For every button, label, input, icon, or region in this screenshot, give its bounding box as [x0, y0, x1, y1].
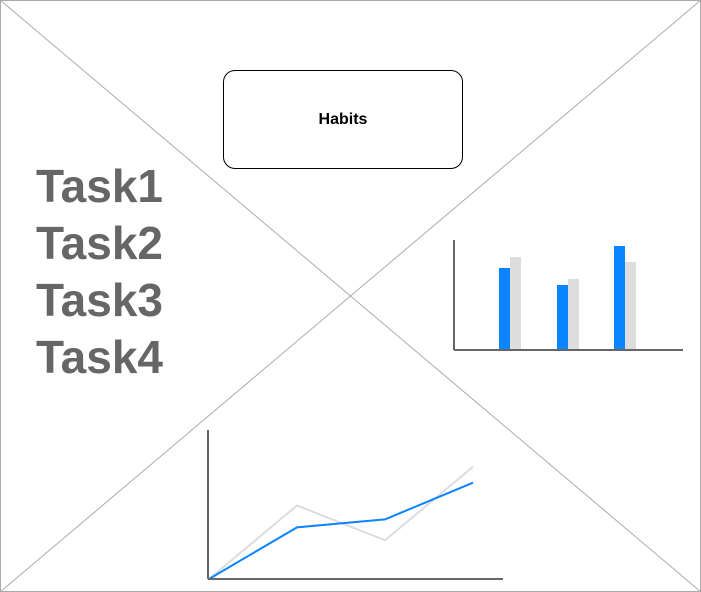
series-line [208, 481, 474, 580]
habits-button[interactable]: Habits [223, 70, 463, 169]
bar [557, 285, 568, 350]
task-item[interactable]: Task3 [36, 274, 164, 326]
task-item[interactable]: Task2 [36, 217, 164, 269]
bar [510, 257, 521, 350]
bar [614, 246, 625, 350]
task-item[interactable]: Task4 [36, 331, 164, 383]
task-list: Task1 Task2 Task3 Task4 [36, 158, 163, 386]
bar [568, 279, 579, 350]
bar [499, 268, 510, 350]
bar [625, 262, 636, 350]
task-item[interactable]: Task1 [36, 160, 164, 212]
